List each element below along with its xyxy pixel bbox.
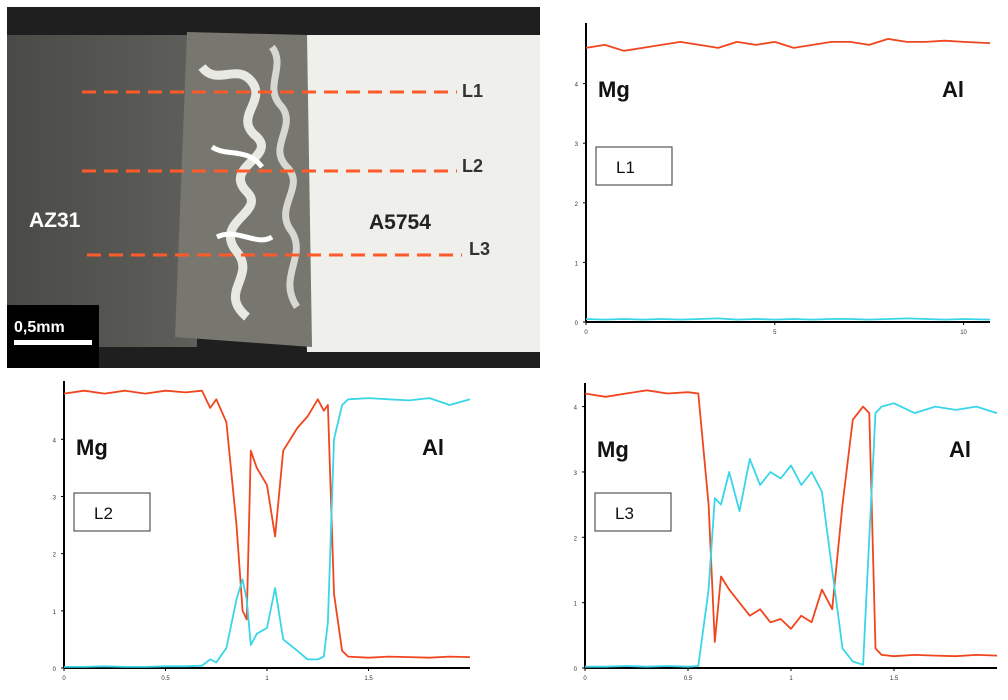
a5754-region bbox=[297, 35, 540, 352]
mg-series-line bbox=[584, 389, 998, 658]
line-label-l2: L2 bbox=[94, 504, 113, 523]
weld-swirl-1 bbox=[198, 63, 266, 321]
scale-bar-box bbox=[7, 305, 99, 368]
az31-region bbox=[7, 35, 197, 347]
mg-series-label: Mg bbox=[597, 437, 629, 462]
line-profile-chart-l1: 0 1 2 3 4 0 5 10 Mg Al L1 bbox=[560, 15, 1000, 350]
a5754-label: A5754 bbox=[369, 211, 431, 234]
al-series-line bbox=[585, 402, 998, 668]
mg-series-line bbox=[63, 389, 471, 659]
al-series-label: Al bbox=[942, 77, 964, 102]
y-tick-label: 1 bbox=[53, 610, 57, 616]
mg-series-line bbox=[585, 37, 991, 52]
x-tick-label: 1.5 bbox=[364, 676, 373, 682]
y-tick-label: 0 bbox=[575, 321, 579, 327]
x-tick-label: 1 bbox=[789, 676, 793, 682]
chart-l1-svg: 0 1 2 3 4 0 5 10 Mg Al L1 bbox=[575, 23, 991, 336]
weld-micrograph: L1 L2 L3 AZ31 A5754 0,5mm bbox=[7, 7, 540, 368]
y-tick-label: 3 bbox=[574, 471, 578, 477]
y-tick-label: 4 bbox=[574, 406, 578, 412]
al-series-line bbox=[64, 397, 471, 668]
chart-l3-svg: 0 1 2 3 4 0 0.5 1 1.5 Mg Al L3 bbox=[574, 383, 998, 682]
line-label-box-l2 bbox=[73, 492, 151, 532]
az31-label: AZ31 bbox=[29, 209, 81, 232]
line-label-l3: L3 bbox=[615, 504, 634, 523]
l2-label: L2 bbox=[462, 156, 483, 176]
x-tick-label: 5 bbox=[773, 330, 777, 336]
x-tick-label: 0 bbox=[62, 676, 66, 682]
x-tick-label: 0 bbox=[583, 676, 587, 682]
y-tick-label: 0 bbox=[53, 667, 57, 673]
al-series-label: Al bbox=[422, 435, 444, 460]
scale-bar bbox=[14, 340, 92, 345]
y-tick-label: 0 bbox=[574, 667, 578, 673]
mg-series-label: Mg bbox=[76, 435, 108, 460]
al-series-line bbox=[585, 317, 991, 321]
y-tick-label: 2 bbox=[575, 202, 579, 208]
line-profile-chart-l2: 0 1 2 3 4 0 0.5 1 1.5 Mg Al L2 bbox=[40, 375, 480, 695]
x-tick-label: 0.5 bbox=[684, 676, 693, 682]
chart-l2-svg: 0 1 2 3 4 0 0.5 1 1.5 Mg Al L2 bbox=[53, 381, 471, 682]
y-tick-label: 2 bbox=[53, 553, 57, 559]
y-tick-label: 4 bbox=[53, 438, 57, 444]
x-tick-label: 1.5 bbox=[890, 676, 899, 682]
x-tick-label: 10 bbox=[960, 330, 967, 336]
weld-swirl-3 bbox=[210, 144, 274, 243]
al-series-label: Al bbox=[949, 437, 971, 462]
line-label-box-l1 bbox=[595, 146, 673, 186]
scale-bar-label: 0,5mm bbox=[14, 319, 65, 336]
y-tick-label: 3 bbox=[53, 495, 57, 501]
line-label-box-l3 bbox=[594, 492, 672, 532]
y-tick-label: 4 bbox=[575, 83, 579, 89]
l1-label: L1 bbox=[462, 81, 483, 101]
x-tick-label: 0 bbox=[584, 330, 588, 336]
mg-series-label: Mg bbox=[598, 77, 630, 102]
y-tick-label: 2 bbox=[574, 536, 578, 542]
l3-label: L3 bbox=[469, 239, 490, 259]
x-tick-label: 0.5 bbox=[161, 676, 170, 682]
line-label-l1: L1 bbox=[616, 158, 635, 177]
micrograph-image: L1 L2 L3 AZ31 A5754 0,5mm bbox=[7, 7, 540, 368]
y-tick-label: 3 bbox=[575, 142, 579, 148]
x-tick-label: 1 bbox=[265, 676, 269, 682]
y-tick-label: 1 bbox=[574, 602, 578, 608]
line-profile-chart-l3: 0 1 2 3 4 0 0.5 1 1.5 Mg Al L3 bbox=[565, 375, 1005, 695]
y-tick-label: 1 bbox=[575, 261, 579, 267]
